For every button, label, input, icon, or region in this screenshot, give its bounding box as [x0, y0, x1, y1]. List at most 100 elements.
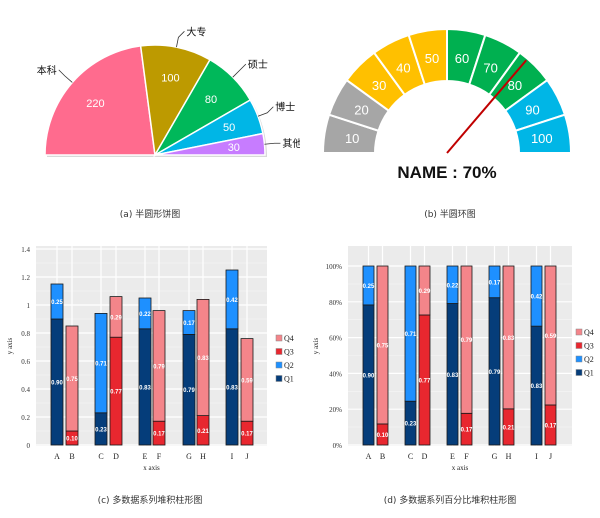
bar-E: 0.83 0.22 — [138, 297, 152, 446]
bar-J: 0.17 0.59 — [544, 265, 557, 446]
x-tick-label: E — [450, 452, 455, 461]
bar-I: 0.83 0.42 — [530, 265, 543, 446]
bar-value-label: 0.21 — [503, 425, 515, 431]
bar-value-label: 0.59 — [545, 334, 557, 340]
pie-slice-1: 220 本科 — [37, 45, 156, 156]
caption-d: (d) 多数据系列百分比堆积柱形图 — [383, 496, 517, 506]
gauge-segment-20: 20 — [327, 78, 391, 133]
bar-value-label: 0.77 — [110, 390, 122, 396]
legend-item-q4: Q4 — [275, 334, 294, 343]
pie-value-label: 100 — [161, 72, 179, 84]
bar-segment-q4 — [65, 325, 79, 432]
y-tick-label: 0.2 — [21, 414, 30, 422]
bar-D: 0.77 0.29 — [109, 296, 123, 446]
bar-segment-q2 — [138, 297, 152, 330]
y-tick-label: 0.4 — [21, 386, 30, 394]
gauge-segment-100: 100 — [514, 113, 573, 154]
y-tick-label: 100% — [326, 263, 343, 271]
bar-G: 0.79 0.17 — [182, 310, 196, 446]
bar-value-label: 0.17 — [489, 280, 501, 286]
bar-value-label: 0.10 — [66, 437, 78, 443]
bar-value-label: 0.17 — [183, 321, 195, 327]
bar-segment-q2 — [182, 310, 196, 335]
bar-value-label: 0.22 — [139, 312, 151, 318]
bar-value-label: 0.83 — [226, 385, 238, 391]
bar-value-label: 0.77 — [419, 378, 431, 384]
bar-segment-q4 — [109, 296, 123, 338]
stacked-bar-chart: 0 0.2 0.4 0.6 0.8 1 1.2 1.4 0.90 0.25 A 0.10 0.75 B 0.… — [6, 246, 294, 472]
bar-segment-q4 — [152, 310, 166, 422]
bar-segment-q2 — [488, 265, 501, 299]
pie-value-label: 50 — [223, 122, 235, 134]
bar-value-label: 0.17 — [461, 428, 473, 434]
svg-text:Q4: Q4 — [284, 334, 294, 343]
pie-category-label: 本科 — [37, 64, 57, 77]
percent-stacked-bar-chart: 0% 20% 40% 60% 80% 100% 0.90 0.25 A 0.10 0.75 B 0.23… — [312, 246, 594, 472]
x-tick-label: D — [113, 452, 119, 461]
bar-F: 0.17 0.79 — [152, 310, 166, 446]
percent-stacked-bar-panel: 0% 20% 40% 60% 80% 100% 0.90 0.25 A 0.10 0.75 B 0.23… — [300, 230, 600, 490]
x-tick-label: F — [157, 452, 162, 461]
pie-category-label: 大专 — [186, 25, 206, 38]
caption-b: (b) 半圆环图 — [424, 210, 476, 220]
stacked-bar-panel: 0 0.2 0.4 0.6 0.8 1 1.2 1.4 0.90 0.25 A 0.10 0.75 B 0.… — [0, 230, 300, 490]
y-axis-title: y axis — [6, 337, 14, 354]
pie-value-label: 80 — [205, 94, 217, 106]
bar-A: 0.90 0.25 — [50, 283, 64, 446]
bar-segment-q4 — [240, 338, 254, 422]
legend-item-q2: Q2 — [275, 361, 294, 370]
x-tick-label: D — [422, 452, 428, 461]
bar-value-label: 0.23 — [405, 422, 417, 428]
x-axis-title: x axis — [143, 464, 160, 472]
pie-slice-5: 30 其他 — [154, 132, 302, 156]
bar-segment-q2 — [94, 313, 108, 414]
semicircle-gauge-panel: 10 20 30 40 50 60 70 80 90 100 NAME : 70% — [300, 0, 600, 230]
x-axis-title: x axis — [452, 464, 469, 472]
bar-value-label: 0.79 — [183, 388, 195, 394]
y-tick-label: 1.4 — [21, 246, 30, 254]
bar-value-label: 0.29 — [110, 315, 122, 321]
svg-text:Q1: Q1 — [284, 375, 294, 384]
legend-item-q3: Q3 — [275, 348, 294, 357]
x-tick-label: A — [54, 452, 60, 461]
bar-segment-q4 — [460, 265, 473, 414]
x-tick-label: G — [492, 452, 498, 461]
bar-value-label: 0.25 — [51, 300, 63, 306]
bar-D: 0.77 0.29 — [418, 265, 431, 446]
legend-item-q1: Q1 — [275, 375, 294, 384]
legend-item-q2: Q2 — [575, 355, 594, 364]
bar-value-label: 0.25 — [363, 284, 375, 290]
bar-value-label: 0.79 — [489, 370, 501, 376]
gauge-segment-10: 10 — [321, 113, 380, 154]
legend-item-q3: Q3 — [575, 342, 594, 351]
bar-segment-q4 — [502, 265, 515, 410]
bar-C: 0.23 0.71 — [94, 313, 108, 446]
pie-category-label: 博士 — [275, 101, 295, 114]
bar-value-label: 0.90 — [363, 373, 375, 379]
bar-segment-q2 — [404, 265, 417, 402]
pie-value-label: 220 — [86, 98, 104, 110]
bar-value-label: 0.83 — [531, 384, 543, 390]
x-tick-label: A — [366, 452, 372, 461]
bar-H: 0.21 0.83 — [502, 265, 515, 446]
gauge-segment-label: 80 — [508, 78, 522, 93]
semicircle-pie-panel: 220 本科 100 大专 80 硕士 50 博士 30 其他 — [0, 0, 302, 230]
bar-B: 0.10 0.75 — [376, 265, 389, 446]
y-tick-label: 0.8 — [21, 330, 30, 338]
svg-text:Q4: Q4 — [584, 328, 594, 337]
bar-F: 0.17 0.79 — [460, 265, 473, 446]
pie-slice-2: 100 大专 — [139, 25, 212, 158]
gauge-segment-label: 40 — [396, 60, 410, 75]
gauge-segment-label: 70 — [483, 60, 497, 75]
bar-segment-q2 — [362, 265, 375, 306]
y-tick-label: 1 — [27, 302, 31, 310]
x-tick-label: B — [69, 452, 74, 461]
bar-segment-q2 — [50, 283, 64, 320]
x-tick-label: J — [549, 452, 552, 461]
bar-value-label: 0.17 — [153, 432, 165, 438]
svg-text:Q3: Q3 — [584, 342, 594, 351]
gauge-segment-label: 20 — [354, 102, 368, 117]
x-tick-label: H — [200, 452, 206, 461]
x-tick-label: C — [98, 452, 103, 461]
bar-value-label: 0.83 — [139, 385, 151, 391]
